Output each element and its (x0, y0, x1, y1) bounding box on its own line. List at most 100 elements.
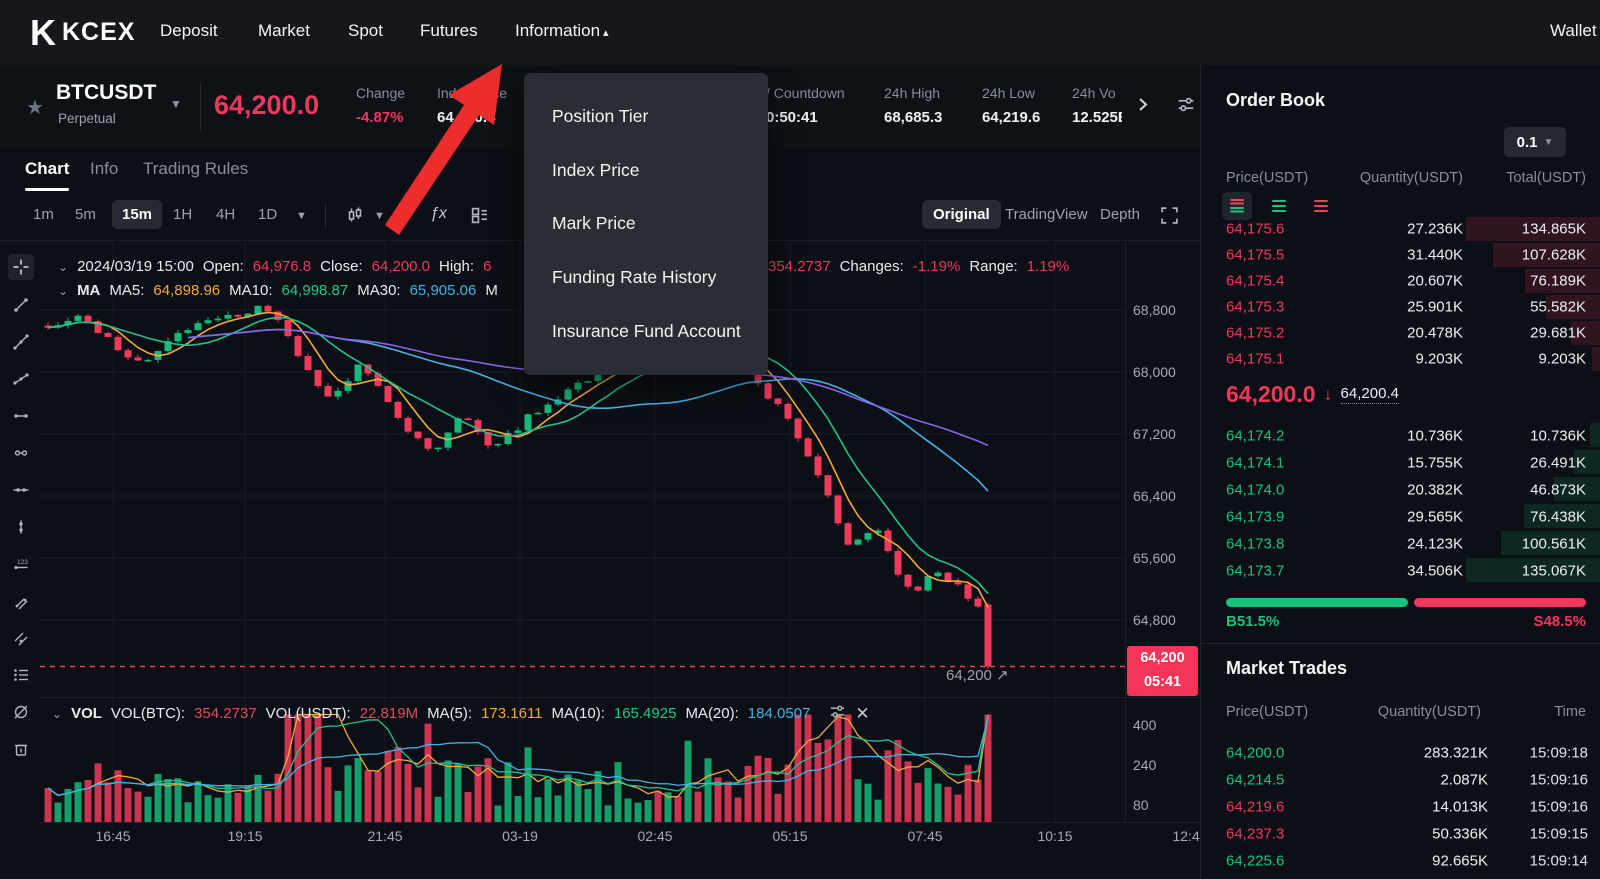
high-value-clipped: 6 (483, 258, 492, 275)
interval-1m[interactable]: 1m (33, 206, 54, 223)
dots-line-tool-icon[interactable] (8, 477, 34, 503)
tab-chart[interactable]: Chart (25, 159, 70, 178)
trade-quantity: 2.087K (1440, 771, 1488, 788)
menu-item-index-price[interactable]: Index Price (552, 159, 640, 180)
svg-text:123: 123 (17, 559, 28, 566)
menu-item-insurance-fund-account[interactable]: Insurance Fund Account (552, 321, 741, 342)
nav-item-spot[interactable]: Spot (348, 21, 383, 40)
trade-time: 15:09:18 (1529, 744, 1588, 761)
parallel-lines-tool-icon[interactable] (8, 588, 34, 614)
vol-settings-sliders-icon[interactable] (829, 703, 846, 724)
orderbook-view-asks-icon[interactable] (1306, 192, 1336, 220)
tab-trading-rules[interactable]: Trading Rules (143, 159, 249, 178)
last-price-tag: 64,200 05:41 (1127, 646, 1198, 696)
polyline-tool-icon[interactable] (8, 329, 34, 355)
delete-drawings-trash-icon[interactable] (8, 736, 34, 762)
ask-row[interactable]: 64,175.6 27.236K 134.865K (1226, 216, 1600, 242)
view-original[interactable]: Original (922, 200, 1001, 229)
high-label: High: (439, 258, 475, 275)
crosshair-tool-icon[interactable] (8, 254, 34, 280)
interval-1h[interactable]: 1H (173, 206, 193, 223)
last-price-tag-price: 64,200 (1140, 650, 1185, 666)
numbered-line-tool-icon[interactable]: 123 (8, 551, 34, 577)
trade-row[interactable]: 64,214.5 2.087K 15:09:16 (1226, 766, 1588, 793)
last-price-chart-label: 64,200 ↗ (946, 667, 1009, 684)
vol-btc-label: VOL(BTC): (110, 705, 186, 722)
layout-grid-icon[interactable] (470, 206, 489, 230)
ticker-settings-sliders-icon[interactable] (1176, 95, 1196, 119)
orderbook-view-bids-icon[interactable] (1264, 192, 1294, 220)
menu-item-funding-rate-history[interactable]: Funding Rate History (552, 267, 717, 288)
header-time: Time (1554, 704, 1586, 720)
bid-quantity: 34.506K (1407, 562, 1463, 579)
nav-item-futures[interactable]: Futures (420, 21, 478, 41)
countdown-value: 0:50:41 (766, 109, 818, 126)
countdown-block: / Countdown 0:50:41 (766, 85, 845, 126)
candle-style-caret-icon[interactable]: ▼ (374, 210, 385, 222)
bid-row[interactable]: 64,173.9 29.565K 76.438K (1226, 503, 1600, 530)
collapse-caret-icon[interactable]: ⌄ (52, 706, 63, 721)
horizontal-segment-tool-icon[interactable] (8, 403, 34, 429)
high-block: 24h High 68,685.3 (884, 85, 942, 126)
interval-5m[interactable]: 5m (75, 206, 96, 223)
interval-1d[interactable]: 1D (258, 206, 278, 223)
ask-price: 64,175.4 (1226, 272, 1285, 290)
ticker-expand-chevron-icon[interactable] (1134, 95, 1152, 119)
symbol-dropdown-caret-icon[interactable]: ▼ (170, 97, 182, 111)
vertical-points-tool-icon[interactable] (8, 514, 34, 540)
bid-row[interactable]: 64,174.1 15.755K 26.491K (1226, 449, 1600, 476)
nav-item-deposit[interactable]: Deposit (160, 21, 218, 40)
nav-item-information[interactable]: Information ▴ (515, 21, 609, 41)
trade-price: 64,219.6 (1226, 798, 1285, 815)
nav-item-market[interactable]: Market (258, 21, 310, 40)
list-lines-tool-icon[interactable] (8, 662, 34, 688)
tab-info[interactable]: Info (90, 159, 119, 178)
trend-line-tool-icon[interactable] (8, 292, 34, 318)
menu-item-position-tier[interactable]: Position Tier (552, 105, 649, 126)
buy-sell-ratio-bar (1226, 598, 1586, 607)
hide-drawings-eye-off-icon[interactable] (8, 699, 34, 725)
indicators-fx-icon[interactable]: ƒx (430, 205, 447, 222)
interval-4h[interactable]: 4H (216, 206, 236, 223)
information-dropdown-menu: Position Tier Index Price Mark Price Fun… (524, 73, 768, 375)
ask-row[interactable]: 64,175.5 31.440K 107.628K (1226, 242, 1600, 268)
collapse-caret-icon[interactable]: ⌄ (58, 259, 69, 274)
collapse-caret-icon[interactable]: ⌄ (58, 283, 69, 298)
bid-row[interactable]: 64,173.8 24.123K 100.561K (1226, 530, 1600, 557)
nav-item-wallet[interactable]: Wallet (1550, 21, 1597, 40)
vol-close-icon[interactable]: ✕ (855, 703, 870, 723)
ask-row[interactable]: 64,175.1 9.203K 9.203K (1226, 346, 1600, 372)
kcex-logo-icon[interactable]: K (30, 12, 56, 53)
two-points-tool-icon[interactable] (8, 440, 34, 466)
fullscreen-icon[interactable] (1160, 206, 1179, 230)
ask-row[interactable]: 64,175.2 20.478K 29.681K (1226, 320, 1600, 346)
bid-row[interactable]: 64,173.7 34.506K 135.067K (1226, 557, 1600, 584)
ohlc-legend: ⌄ 2024/03/19 15:00 Open: 64,976.8 Close:… (58, 258, 491, 275)
bid-row[interactable]: 64,174.0 20.382K 46.873K (1226, 476, 1600, 503)
mid-price-row[interactable]: 64,200.0 ↓ 64,200.4 (1226, 376, 1399, 412)
ma5-label: MA5: (109, 282, 145, 299)
favorite-star-icon[interactable]: ★ (26, 97, 44, 119)
kcex-logo-text[interactable]: KCEX (62, 18, 136, 46)
ma-legend: ⌄ MA MA5: 64,898.96 MA10: 64,998.87 MA30… (58, 282, 498, 299)
trade-row[interactable]: 64,200.0 283.321K 15:09:18 (1226, 739, 1588, 766)
channel-tool-icon[interactable] (8, 625, 34, 651)
candle-style-icon[interactable] (346, 206, 364, 229)
interval-15m[interactable]: 15m (112, 200, 163, 229)
precision-select[interactable]: 0.1 ▼ (1504, 127, 1566, 157)
view-depth[interactable]: Depth (1100, 206, 1141, 223)
trade-row[interactable]: 64,237.3 50.336K 15:09:15 (1226, 820, 1588, 847)
depth-bar-track (1466, 321, 1600, 345)
ask-row[interactable]: 64,175.3 25.901K 55.582K (1226, 294, 1600, 320)
orderbook-view-both-icon[interactable] (1222, 192, 1252, 220)
volume-block: 24h Vo 12.525B (1072, 85, 1122, 126)
trade-row[interactable]: 64,225.6 92.665K 15:09:14 (1226, 847, 1588, 874)
pitchfork-tool-icon[interactable] (8, 366, 34, 392)
trade-price: 64,225.6 (1226, 852, 1285, 869)
interval-more-caret-icon[interactable]: ▼ (296, 210, 307, 222)
trade-row[interactable]: 64,219.6 14.013K 15:09:16 (1226, 793, 1588, 820)
view-tradingview[interactable]: TradingView (1005, 206, 1088, 223)
ask-row[interactable]: 64,175.4 20.607K 76.189K (1226, 268, 1600, 294)
bid-row[interactable]: 64,174.2 10.736K 10.736K (1226, 422, 1600, 449)
menu-item-mark-price[interactable]: Mark Price (552, 213, 636, 234)
